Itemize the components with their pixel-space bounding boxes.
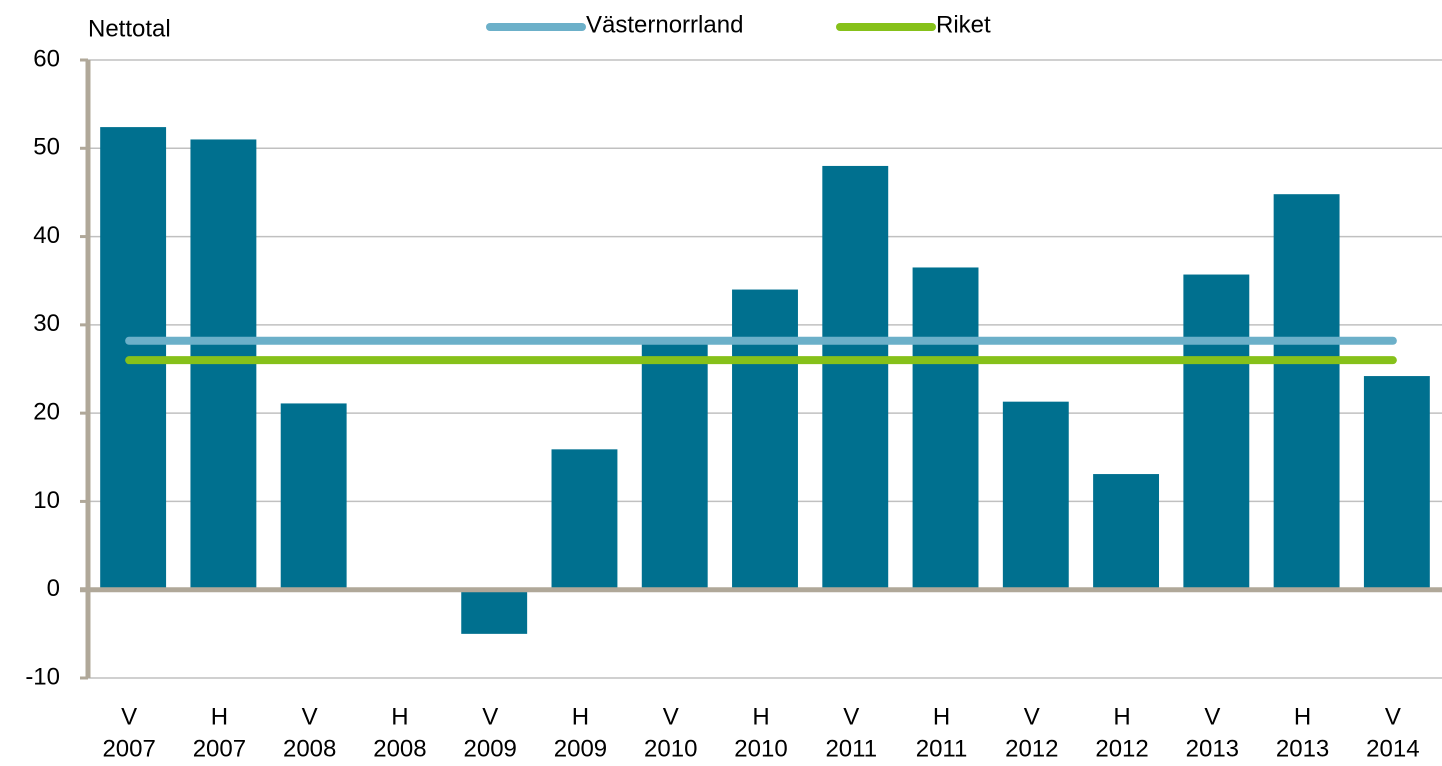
bar — [280, 403, 347, 590]
x-tick-label: 2007 — [193, 735, 246, 762]
bar — [912, 267, 979, 590]
bar — [641, 339, 708, 590]
x-tick-label: 2009 — [464, 735, 517, 762]
bar — [732, 289, 798, 590]
bar — [551, 449, 618, 590]
y-tick-label: -10 — [25, 663, 60, 690]
x-tick-label: H — [1294, 703, 1311, 730]
y-tick-label: 0 — [47, 575, 60, 602]
x-tick-label: H — [391, 703, 408, 730]
x-tick-label: 2013 — [1186, 735, 1239, 762]
x-tick-label: H — [933, 703, 950, 730]
bar — [1002, 401, 1069, 590]
x-tick-label: V — [302, 703, 318, 730]
x-tick-label: H — [752, 703, 769, 730]
bar — [1363, 376, 1430, 590]
x-tick-label: 2007 — [102, 735, 155, 762]
x-tick-label: V — [121, 703, 137, 730]
x-tick-label: V — [1385, 703, 1401, 730]
x-tick-label: 2009 — [554, 735, 607, 762]
bar — [461, 589, 528, 634]
y-tick-label: 30 — [33, 310, 60, 337]
y-tick-label: 60 — [33, 45, 60, 72]
legend-label: Västernorrland — [586, 11, 743, 38]
x-tick-label: 2010 — [644, 735, 697, 762]
x-tick-label: 2012 — [1095, 735, 1148, 762]
bar — [1273, 194, 1340, 590]
x-tick-label: 2014 — [1366, 735, 1419, 762]
bar — [1093, 474, 1160, 590]
y-tick-label: 50 — [33, 134, 60, 161]
bar — [1183, 274, 1250, 590]
x-tick-label: 2010 — [734, 735, 787, 762]
x-tick-label: 2013 — [1276, 735, 1329, 762]
bar — [822, 165, 889, 590]
x-tick-label: V — [663, 703, 679, 730]
y-axis-label: Nettotal — [88, 15, 171, 42]
x-tick-label: 2008 — [283, 735, 336, 762]
x-tick-label: H — [572, 703, 589, 730]
x-tick-label: 2012 — [1005, 735, 1058, 762]
y-tick-label: 40 — [33, 222, 60, 249]
x-tick-label: 2011 — [916, 735, 968, 762]
y-tick-label: 20 — [33, 398, 60, 425]
x-tick-label: H — [211, 703, 228, 730]
bar — [190, 139, 257, 590]
x-tick-label: V — [1024, 703, 1040, 730]
x-tick-label: 2011 — [825, 735, 877, 762]
x-tick-label: V — [482, 703, 498, 730]
y-tick-label: 10 — [33, 487, 60, 514]
x-tick-label: H — [1113, 703, 1130, 730]
x-tick-label: 2008 — [373, 735, 426, 762]
x-tick-label: V — [843, 703, 859, 730]
legend-label: Riket — [936, 11, 991, 38]
x-tick-label: V — [1204, 703, 1220, 730]
